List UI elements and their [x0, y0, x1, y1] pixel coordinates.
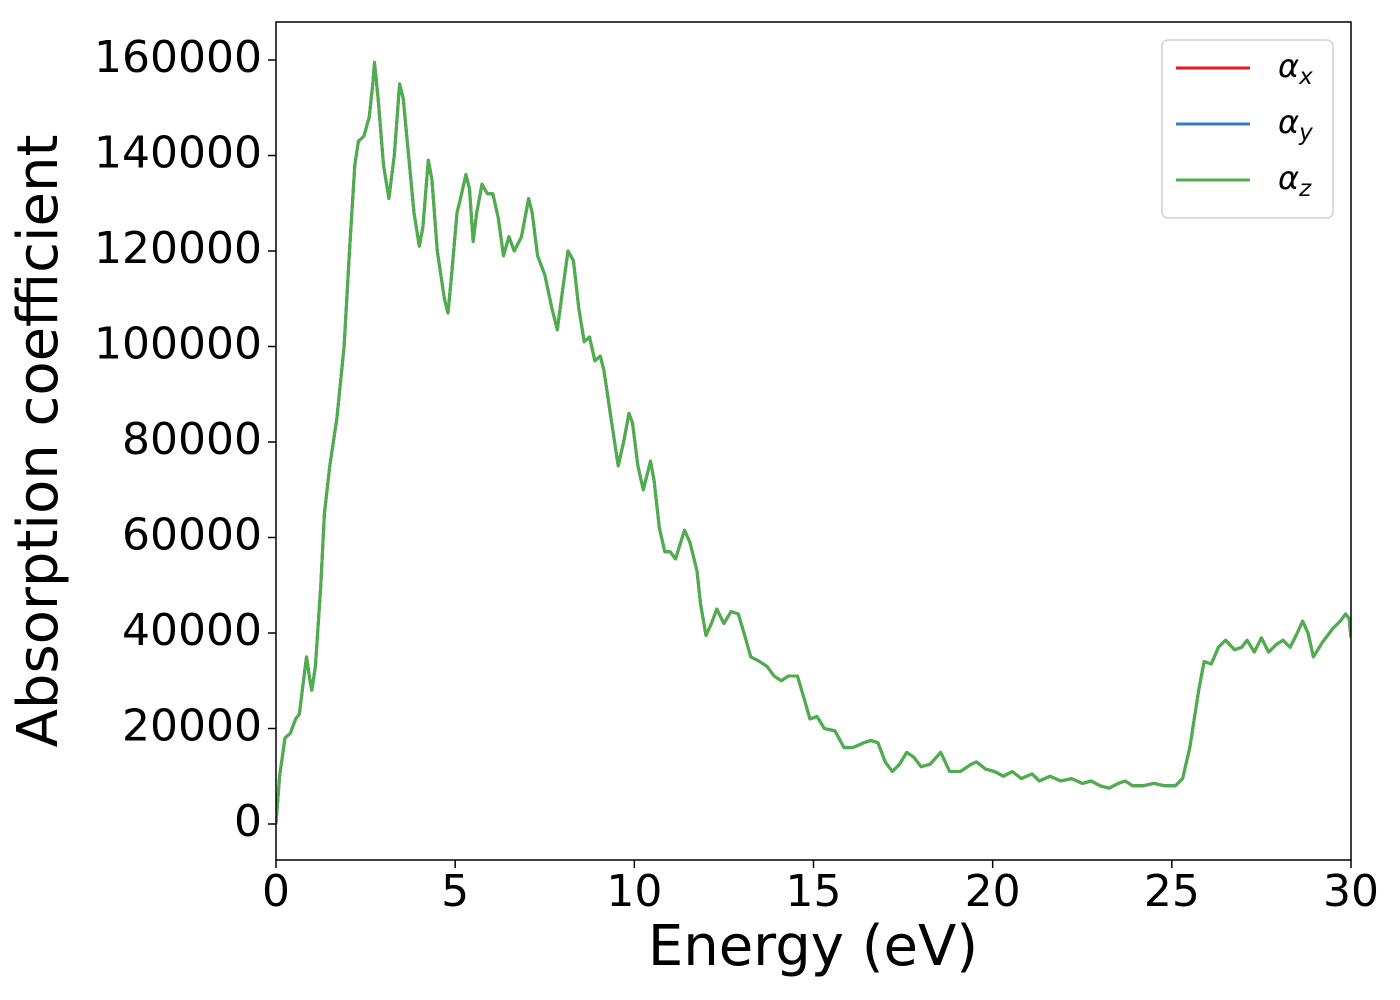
legend-label: αz: [1278, 159, 1312, 202]
y-axis-label: Absorption coefficient: [6, 135, 71, 748]
y-tick-label: 60000: [122, 510, 262, 561]
legend-label: αy: [1278, 103, 1313, 146]
legend-label: αx: [1278, 47, 1313, 90]
x-tick-label: 30: [1323, 866, 1379, 917]
y-tick-label: 80000: [122, 414, 262, 465]
x-tick-label: 20: [965, 866, 1021, 917]
x-tick-label: 10: [606, 866, 662, 917]
data-line: [276, 60, 1351, 825]
x-tick-label: 5: [441, 866, 469, 917]
y-tick-label: 120000: [94, 223, 262, 274]
plot-frame: [275, 21, 1352, 861]
x-tick-label: 25: [1144, 866, 1200, 917]
y-tick-label: 20000: [122, 700, 262, 751]
x-tick-label: 15: [786, 866, 842, 917]
legend-box: [1161, 39, 1334, 219]
y-tick-label: 40000: [122, 605, 262, 656]
y-tick-label: 100000: [94, 319, 262, 370]
y-tick-label: 0: [234, 796, 262, 847]
x-tick-label: 0: [262, 866, 290, 917]
y-tick-label: 160000: [94, 32, 262, 83]
x-axis-label: Energy (eV): [648, 914, 978, 979]
y-tick-label: 140000: [94, 128, 262, 179]
